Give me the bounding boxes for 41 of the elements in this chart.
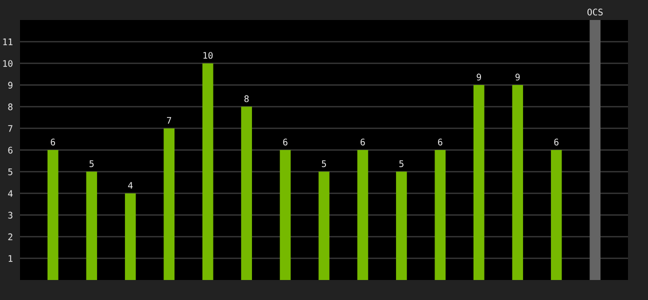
y-tick-label: 2 xyxy=(8,233,12,240)
bar xyxy=(318,172,330,280)
bar xyxy=(550,150,562,280)
bar xyxy=(357,150,368,280)
bar xyxy=(473,85,484,280)
bar xyxy=(164,128,175,280)
data-label: 6 xyxy=(283,138,288,146)
bar xyxy=(124,193,136,280)
data-label: OCS xyxy=(587,8,603,16)
y-tick-label: 3 xyxy=(8,212,12,219)
bar xyxy=(512,85,524,280)
y-tick-label: 7 xyxy=(8,125,12,132)
data-label: 4 xyxy=(128,182,133,189)
bar xyxy=(86,172,98,280)
y-tick-label: 8 xyxy=(8,103,12,110)
bar xyxy=(396,172,407,280)
bar xyxy=(590,20,601,280)
y-tick-label: 4 xyxy=(8,190,13,197)
y-tick-label: 11 xyxy=(3,38,12,46)
bar xyxy=(47,150,58,280)
y-tick-label: 9 xyxy=(8,82,12,89)
bar xyxy=(280,150,291,280)
data-label: 6 xyxy=(50,138,56,146)
data-label: 5 xyxy=(90,160,94,168)
data-label: 9 xyxy=(515,74,520,80)
y-tick-label: 10 xyxy=(3,60,12,67)
data-label: 10 xyxy=(203,52,213,59)
data-label: 5 xyxy=(399,160,404,168)
data-label: 7 xyxy=(166,117,172,124)
bar xyxy=(202,63,214,280)
y-tick-label: 6 xyxy=(8,146,12,154)
data-label: 5 xyxy=(322,160,326,168)
data-label: 6 xyxy=(438,138,442,146)
y-tick-label: 1 xyxy=(8,255,12,262)
bar xyxy=(434,150,446,280)
data-label: 9 xyxy=(476,74,482,80)
bar xyxy=(241,106,252,280)
data-label: 8 xyxy=(244,95,249,102)
data-label: 6 xyxy=(554,138,558,146)
y-tick-label: 5 xyxy=(8,168,12,176)
data-label: 6 xyxy=(360,138,365,146)
